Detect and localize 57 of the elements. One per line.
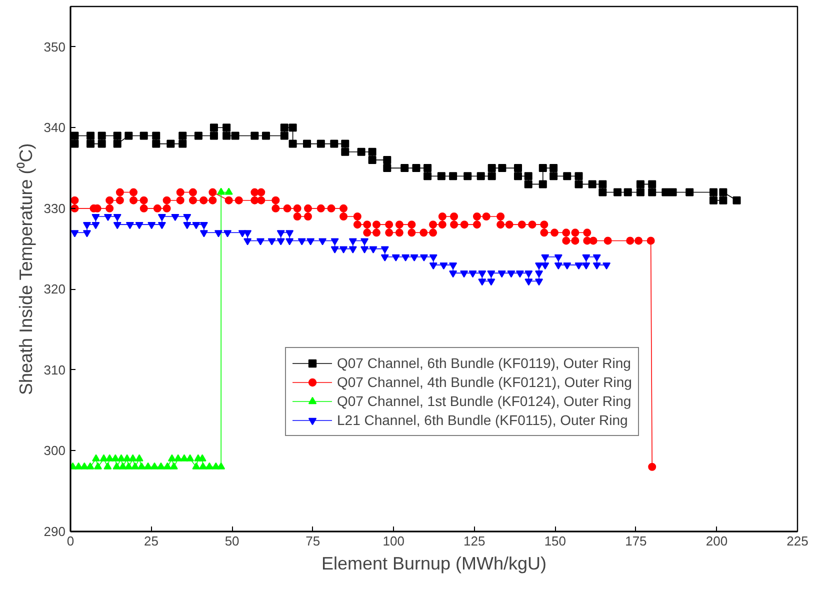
point <box>111 454 120 462</box>
point <box>217 188 226 195</box>
point <box>131 462 140 470</box>
x-tick-label: 200 <box>706 534 728 548</box>
point <box>192 462 200 470</box>
x-tick-label: 75 <box>306 534 320 548</box>
point <box>186 454 194 462</box>
point <box>117 454 126 462</box>
point <box>135 454 144 462</box>
point <box>80 462 88 470</box>
x-tick-label: 100 <box>382 534 404 548</box>
point <box>138 462 146 470</box>
y-axis-title: Sheath Inside Temperature (⁰C) <box>16 143 36 396</box>
x-tick-label: 225 <box>786 534 808 548</box>
point <box>86 462 94 470</box>
point <box>205 462 214 470</box>
point <box>156 462 165 470</box>
point <box>124 462 133 470</box>
point <box>168 454 176 462</box>
x-tick-label: 0 <box>66 534 74 548</box>
legend-label: Q07 Channel, 6th Bundle (KF0119), Outer Ring <box>337 354 631 372</box>
point <box>150 462 159 470</box>
point <box>100 454 108 462</box>
point <box>92 454 100 462</box>
point <box>198 454 206 462</box>
x-tick-label: 25 <box>144 534 159 548</box>
y-tick-label: 310 <box>44 362 66 378</box>
point <box>217 462 226 470</box>
legend-label: Q07 Channel, 1st Bundle (KF0124), Outer Ring <box>337 392 632 410</box>
point <box>224 188 233 195</box>
point <box>74 462 83 470</box>
legend-label: L21 Channel, 6th Bundle (KF0115), Outer Ring <box>337 411 628 429</box>
point <box>170 462 178 470</box>
point <box>174 454 182 462</box>
point <box>198 462 207 470</box>
x-tick-label: 125 <box>464 534 486 548</box>
legend-label: Q07 Channel, 4th Bundle (KF0121), Outer Ring <box>337 373 632 391</box>
point <box>94 462 102 470</box>
point <box>104 462 112 470</box>
point <box>112 462 121 470</box>
y-tick-label: 330 <box>44 200 66 216</box>
y-tick-label: 320 <box>44 282 66 297</box>
y-tick-label: 300 <box>44 443 66 458</box>
point <box>180 454 188 462</box>
x-axis-title: Element Burnup (MWh/kgU) <box>321 554 547 574</box>
point <box>163 462 172 470</box>
point <box>128 454 137 462</box>
x-tick-label: 175 <box>625 534 647 548</box>
y-tick-label: 340 <box>44 120 66 136</box>
point <box>118 462 127 470</box>
x-tick-label: 150 <box>544 534 566 548</box>
y-tick-label: 350 <box>44 39 66 54</box>
point <box>144 462 152 470</box>
point <box>106 454 114 462</box>
y-tick-label: 290 <box>44 524 66 539</box>
point <box>123 454 132 462</box>
x-tick-label: 50 <box>224 534 240 548</box>
